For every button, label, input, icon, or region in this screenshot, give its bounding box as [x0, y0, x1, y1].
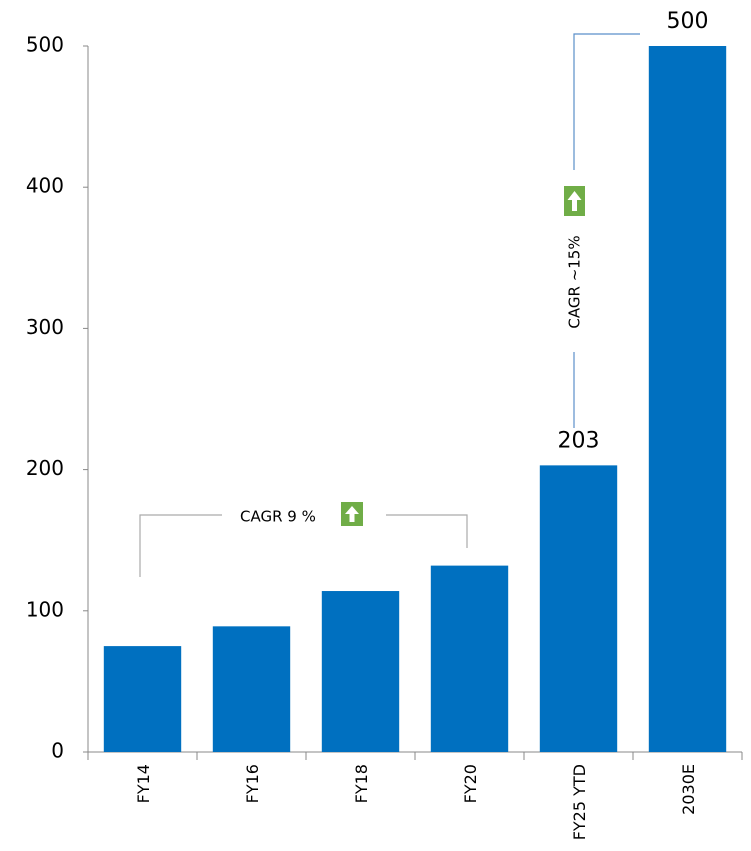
x-tick-label: FY25 YTD: [570, 764, 589, 840]
cagr-bracket: [573, 33, 640, 170]
bar: [539, 465, 618, 752]
x-tick-label: FY18: [352, 764, 371, 803]
x-tick-label: FY14: [134, 764, 153, 803]
bar: [648, 46, 727, 752]
bar: [321, 591, 400, 752]
data-label: 500: [667, 9, 709, 34]
annotation: CAGR ~15%: [566, 235, 584, 328]
y-tick-label: 500: [26, 33, 64, 57]
up-arrow-icon: [341, 502, 363, 526]
bar: [212, 626, 291, 752]
y-tick-label: 300: [26, 315, 64, 339]
bar: [430, 565, 509, 752]
x-tick-label: FY20: [461, 764, 480, 803]
cagr-bracket: [386, 514, 468, 548]
y-tick-label: 400: [26, 174, 64, 198]
x-tick-label: 2030E: [679, 764, 698, 815]
y-tick-label: 0: [51, 739, 64, 763]
annotation: CAGR 9 %: [240, 508, 316, 526]
x-tick-label: FY16: [243, 764, 262, 803]
data-label: 203: [558, 428, 600, 453]
y-tick-label: 200: [26, 456, 64, 480]
bar: [103, 646, 182, 752]
up-arrow-icon: [564, 186, 585, 216]
cagr-bracket: [139, 514, 222, 577]
y-tick-label: 100: [26, 597, 64, 621]
